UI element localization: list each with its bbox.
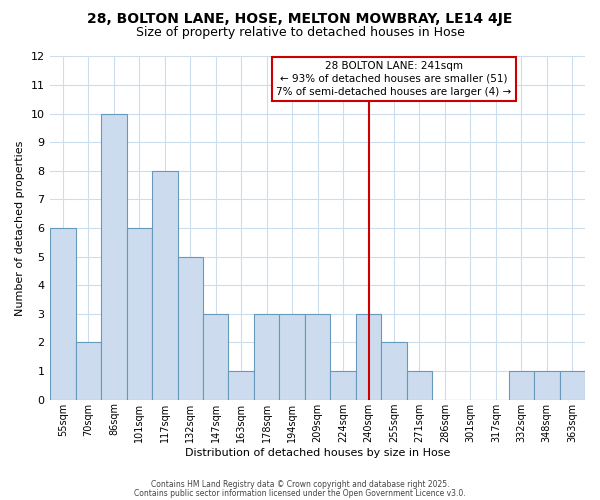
Bar xyxy=(560,371,585,400)
Bar xyxy=(254,314,280,400)
Bar xyxy=(407,371,432,400)
Bar xyxy=(356,314,381,400)
Bar xyxy=(50,228,76,400)
Bar xyxy=(178,256,203,400)
Bar xyxy=(534,371,560,400)
Bar xyxy=(280,314,305,400)
Bar xyxy=(203,314,229,400)
Text: 28, BOLTON LANE, HOSE, MELTON MOWBRAY, LE14 4JE: 28, BOLTON LANE, HOSE, MELTON MOWBRAY, L… xyxy=(88,12,512,26)
Bar xyxy=(305,314,331,400)
Text: 28 BOLTON LANE: 241sqm
← 93% of detached houses are smaller (51)
7% of semi-deta: 28 BOLTON LANE: 241sqm ← 93% of detached… xyxy=(277,61,512,97)
Text: Contains HM Land Registry data © Crown copyright and database right 2025.: Contains HM Land Registry data © Crown c… xyxy=(151,480,449,489)
Y-axis label: Number of detached properties: Number of detached properties xyxy=(15,140,25,316)
Bar xyxy=(381,342,407,400)
Bar xyxy=(101,114,127,400)
Bar xyxy=(229,371,254,400)
Bar xyxy=(76,342,101,400)
Bar xyxy=(152,171,178,400)
Bar xyxy=(331,371,356,400)
Bar xyxy=(127,228,152,400)
Bar xyxy=(509,371,534,400)
Text: Contains public sector information licensed under the Open Government Licence v3: Contains public sector information licen… xyxy=(134,489,466,498)
Text: Size of property relative to detached houses in Hose: Size of property relative to detached ho… xyxy=(136,26,464,39)
X-axis label: Distribution of detached houses by size in Hose: Distribution of detached houses by size … xyxy=(185,448,451,458)
